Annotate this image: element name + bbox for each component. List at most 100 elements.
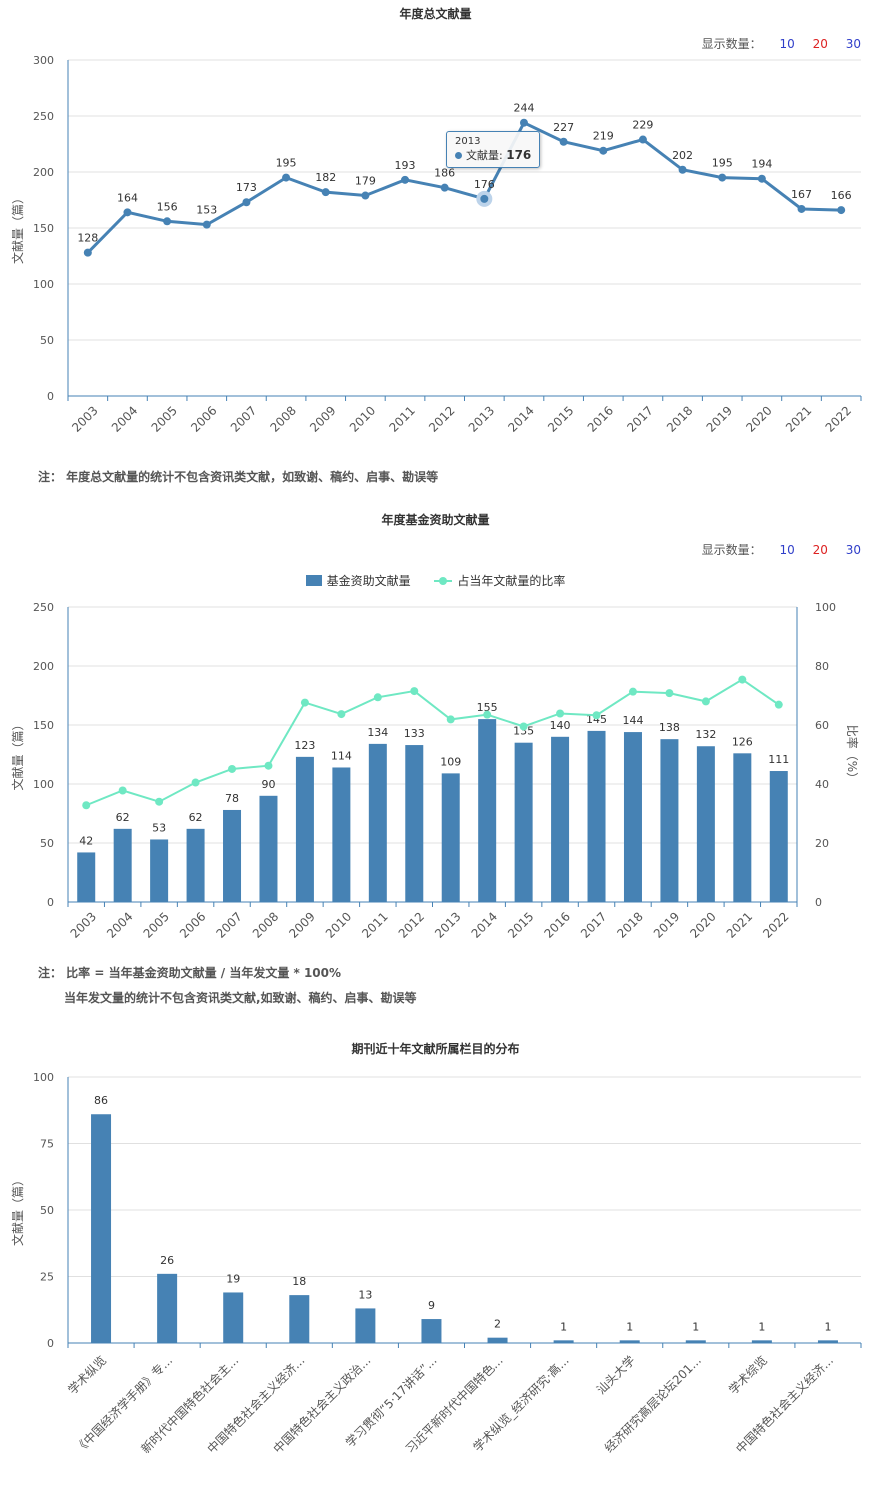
x-tick-label: 汕头大学 — [593, 1353, 638, 1398]
funded-bar — [295, 756, 314, 902]
x-tick-label: 2010 — [347, 403, 378, 434]
funded-bar — [223, 809, 242, 902]
column-bar — [751, 1340, 772, 1343]
y-axis-label: 文献量（篇） — [10, 192, 25, 264]
y-tick-label: 150 — [33, 719, 54, 732]
data-label: 128 — [77, 232, 98, 245]
ratio-point — [519, 722, 528, 731]
bar-data-label: 109 — [440, 755, 461, 768]
count-option-30[interactable]: 30 — [845, 37, 861, 51]
data-label: 195 — [276, 157, 297, 170]
data-point — [519, 118, 528, 127]
legend-item-funded[interactable]: 基金资助文献量 — [305, 572, 411, 589]
bar-data-label: 155 — [477, 701, 498, 714]
column-distribution-chart: 0255075100文献量（篇）86学术纵览26《中国经济学手册》专...19新… — [10, 1071, 862, 1456]
x-tick-label: 2009 — [307, 403, 338, 434]
total-series-line — [86, 120, 842, 254]
y-tick-label: 25 — [40, 1271, 54, 1284]
ratio-point — [446, 715, 455, 724]
count-option-20[interactable]: 20 — [812, 37, 828, 51]
y-tick-label: 75 — [40, 1138, 54, 1151]
funded-bar — [696, 746, 715, 902]
ratio-point — [264, 761, 273, 770]
ratio-point — [774, 700, 783, 709]
funded-bar — [623, 732, 642, 902]
count-option-10[interactable]: 10 — [779, 37, 795, 51]
column-bar — [421, 1319, 442, 1343]
bar-data-label: 111 — [768, 753, 789, 766]
y-tick-label: 100 — [33, 778, 54, 791]
count-option-20[interactable]: 20 — [812, 543, 828, 557]
data-point — [163, 217, 172, 226]
data-point — [559, 137, 568, 146]
data-point — [797, 204, 806, 213]
x-tick-label: 2005 — [149, 403, 180, 434]
data-label: 244 — [513, 102, 534, 115]
ratio-point — [337, 710, 346, 719]
x-tick-label: 2012 — [396, 909, 427, 940]
count-option-30[interactable]: 30 — [845, 543, 861, 557]
y-tick-label: 100 — [33, 1071, 54, 1084]
funded-bar — [478, 719, 497, 902]
column-bar — [355, 1308, 376, 1343]
y-axis-label: 文献量（篇） — [10, 1174, 25, 1246]
bar-data-label: 18 — [292, 1275, 306, 1288]
x-tick-label: 2018 — [614, 909, 645, 940]
tooltip-value: 176 — [506, 148, 532, 162]
x-tick-label: 2013 — [432, 909, 463, 940]
count-option-10[interactable]: 10 — [779, 543, 795, 557]
bar-data-label: 126 — [732, 735, 753, 748]
x-tick-label: 2008 — [250, 909, 281, 940]
bar-data-label: 135 — [513, 725, 534, 738]
data-label: 153 — [196, 204, 217, 217]
x-tick-label: 2006 — [177, 909, 208, 940]
ratio-point — [628, 687, 637, 696]
x-tick-label: 2015 — [505, 909, 536, 940]
column-bar — [91, 1114, 112, 1343]
y-tick-label: 250 — [33, 601, 54, 614]
bar-data-label: 140 — [550, 719, 571, 732]
x-tick-label: 2003 — [69, 403, 100, 434]
x-tick-label: 2021 — [724, 909, 755, 940]
data-label: 219 — [593, 130, 614, 143]
y2-tick-label: 100 — [815, 601, 836, 614]
y2-tick-label: 20 — [815, 837, 829, 850]
x-tick-label: 2017 — [578, 909, 609, 940]
x-tick-label: 2004 — [109, 403, 140, 434]
y-tick-label: 200 — [33, 660, 54, 673]
bar-data-label: 1 — [824, 1320, 831, 1333]
funded-bar — [551, 736, 570, 902]
legend-item-ratio[interactable]: 占当年文献量的比率 — [434, 572, 565, 589]
data-label: 193 — [395, 159, 416, 172]
ratio-point — [592, 711, 601, 720]
bar-data-label: 13 — [358, 1288, 372, 1301]
x-tick-label: 2008 — [267, 403, 298, 434]
y2-tick-label: 80 — [815, 660, 829, 673]
y-tick-label: 0 — [47, 896, 54, 909]
column-bar — [619, 1340, 640, 1343]
y-tick-label: 50 — [40, 1204, 54, 1217]
legend-label-funded: 基金资助文献量 — [326, 574, 411, 588]
ratio-point — [118, 786, 127, 795]
annual-funded-chart: 0 50 100 150 200 250 0 20 40 60 80 100 文献量（篇） 比率（%） 20… — [10, 601, 860, 941]
x-tick-label: 2005 — [141, 909, 172, 940]
y2-tick-label: 40 — [815, 778, 829, 791]
funded-bar — [441, 773, 460, 902]
data-label: 182 — [315, 171, 336, 184]
chart2-note-line1: 注： 比率 = 当年基金资助文献量 / 当年发文量 * 100% — [38, 966, 342, 980]
funded-bar — [660, 739, 679, 902]
column-bar — [817, 1340, 838, 1343]
data-point — [440, 183, 449, 192]
ratio-point — [410, 687, 419, 696]
data-point — [718, 173, 727, 182]
y-tick-label: 0 — [47, 390, 54, 403]
bar-data-label: 133 — [404, 727, 425, 740]
x-tick-label: 2006 — [188, 403, 219, 434]
bar-data-label: 1 — [626, 1320, 633, 1333]
x-tick-label: 2013 — [466, 403, 497, 434]
chart2-note-line2: 当年发文量的统计不包含资讯类文献,如致谢、稿约、启事、勘误等 — [64, 991, 417, 1005]
bar-data-label: 123 — [294, 739, 315, 752]
data-label: 186 — [434, 167, 455, 180]
data-label: 173 — [236, 181, 257, 194]
y-tick-label: 200 — [33, 166, 54, 179]
